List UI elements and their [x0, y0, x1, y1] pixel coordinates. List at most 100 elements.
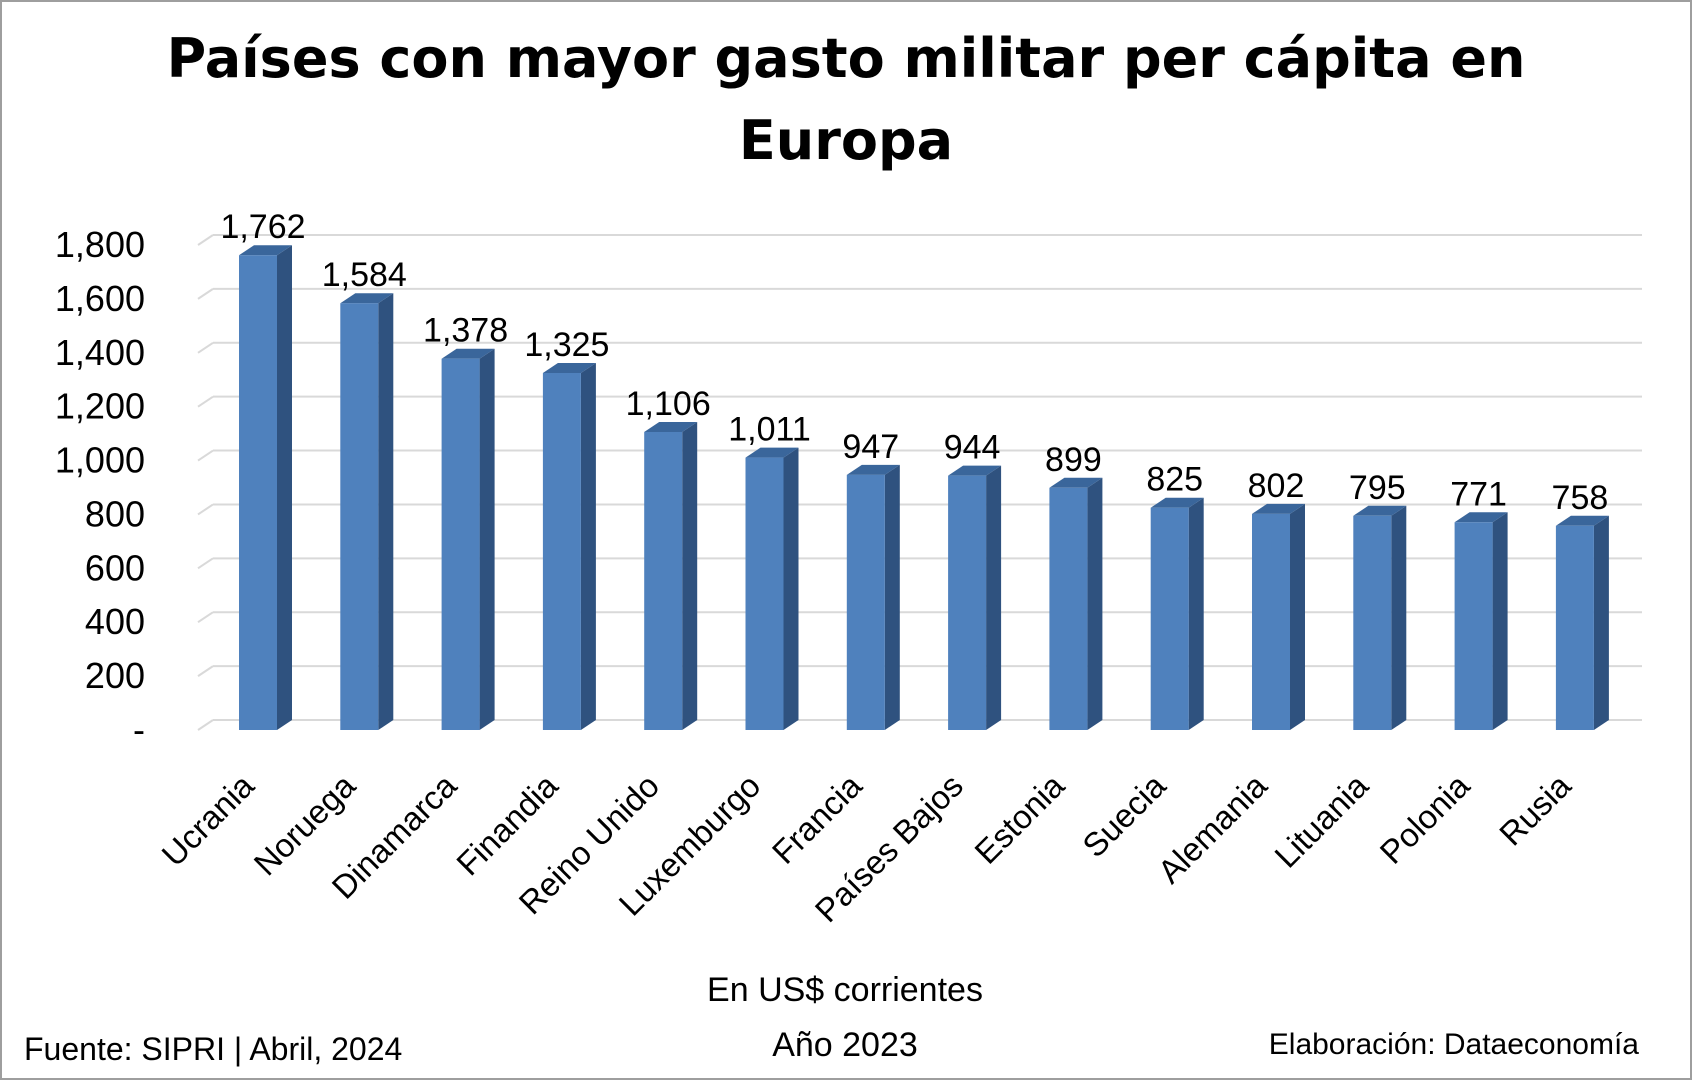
bar-top — [1353, 505, 1407, 516]
bar — [1555, 515, 1609, 730]
y-tick-label: 1,600 — [55, 278, 145, 319]
bars — [239, 245, 1609, 730]
bar-side — [580, 362, 596, 730]
bar-top — [745, 447, 799, 458]
bar-front — [1353, 515, 1392, 730]
x-axis-caption-line-1: En US$ corrientes — [707, 971, 983, 1009]
bar-side — [1391, 505, 1407, 730]
gridline-depth — [197, 503, 214, 516]
bar-side — [986, 465, 1002, 730]
chart-title-line-2: Europa — [739, 109, 953, 172]
bar-side — [479, 348, 495, 730]
bar — [1454, 512, 1508, 730]
y-tick-label: 400 — [85, 601, 145, 642]
bar-top — [340, 293, 394, 304]
bar-side — [783, 447, 799, 730]
bar — [846, 464, 900, 730]
data-label: 825 — [1146, 461, 1203, 499]
bar — [542, 362, 596, 730]
bar-front — [1555, 525, 1594, 730]
bar-top — [542, 362, 596, 373]
bar-front — [1252, 513, 1290, 730]
data-label: 758 — [1552, 479, 1609, 517]
bar-front — [441, 358, 480, 730]
bar-front — [745, 457, 784, 730]
bar-front — [1150, 507, 1189, 730]
bar-side — [1188, 497, 1204, 730]
bar — [1252, 503, 1305, 730]
gridline-depth — [197, 449, 214, 462]
bar-top — [948, 465, 1002, 476]
bar — [948, 465, 1002, 730]
bar-top — [1150, 497, 1204, 508]
data-label: 899 — [1045, 441, 1102, 479]
credit-note: Elaboración: Dataeconomía — [1269, 1028, 1640, 1061]
gridline-depth — [197, 234, 214, 246]
bar-front — [1454, 522, 1493, 730]
bar-side — [1087, 477, 1103, 730]
y-axis-ticks: - 200 400 600 800 1,000 1,200 1,400 1,600 1,800 — [55, 224, 145, 750]
bar-front — [846, 474, 885, 730]
gridline-depth — [197, 395, 214, 408]
bar-side — [682, 421, 698, 730]
bar — [745, 447, 799, 730]
bar-top — [1454, 512, 1508, 523]
bar-side — [884, 464, 900, 730]
bar-top — [1555, 515, 1609, 526]
x-tick-label: Suecia — [1075, 766, 1173, 864]
bar-top — [239, 245, 292, 256]
data-label: 947 — [842, 428, 899, 466]
data-label: 1,011 — [728, 411, 811, 449]
data-label: 1,325 — [524, 326, 609, 364]
bar-front — [542, 372, 581, 730]
bar-front — [239, 255, 277, 730]
chart-title-line-1: Países con mayor gasto militar per cápit… — [167, 27, 1526, 90]
x-tick-label: Lituania — [1267, 766, 1375, 874]
y-tick-label: 200 — [85, 655, 145, 696]
data-label: 944 — [944, 429, 1001, 467]
x-tick-label: Rusia — [1492, 766, 1578, 852]
gridline-depth — [197, 557, 214, 570]
bar-front — [1049, 487, 1088, 730]
y-tick-label: 1,400 — [55, 332, 145, 373]
x-axis-caption-line-2: Año 2023 — [772, 1026, 918, 1064]
data-label: 1,378 — [423, 312, 508, 350]
bar — [1049, 477, 1103, 730]
y-tick-label: 1,800 — [55, 224, 145, 265]
x-tick-label: Francia — [765, 766, 869, 870]
y-tick-label: 1,200 — [55, 386, 145, 427]
y-tick-label: 800 — [85, 493, 145, 534]
data-label: 795 — [1349, 469, 1406, 507]
bar-top — [1252, 503, 1305, 514]
bar-side — [1290, 503, 1305, 730]
bar-front — [644, 431, 683, 730]
data-label: 802 — [1248, 467, 1305, 505]
data-labels: 1,762 1,584 1,378 1,325 1,106 1,011 947 944 899 8… — [220, 208, 1608, 517]
bar-side — [1492, 512, 1508, 730]
bar-top — [441, 348, 495, 359]
gridline-depth — [197, 341, 214, 354]
bar-top — [644, 421, 698, 432]
bar — [239, 245, 292, 730]
y-tick-label: 1,000 — [55, 440, 145, 481]
y-tick-label: - — [133, 709, 145, 750]
data-label: 1,584 — [322, 256, 407, 294]
x-tick-label: Polonia — [1373, 766, 1477, 870]
x-tick-label: Alemania — [1151, 766, 1275, 890]
gridline-depth — [197, 665, 214, 677]
source-note: Fuente: SIPRI | Abril, 2024 — [24, 1031, 402, 1067]
bar-side — [1593, 515, 1609, 730]
data-label: 1,762 — [220, 208, 305, 246]
bar — [644, 421, 698, 730]
gridlines — [197, 234, 1642, 731]
gridline-depth — [197, 611, 214, 624]
bar-front — [948, 475, 987, 730]
data-label: 1,106 — [626, 385, 711, 423]
bar — [340, 293, 394, 730]
x-tick-label: Estonia — [967, 766, 1071, 870]
gridline-depth — [197, 288, 214, 300]
bar-top — [1049, 477, 1103, 488]
